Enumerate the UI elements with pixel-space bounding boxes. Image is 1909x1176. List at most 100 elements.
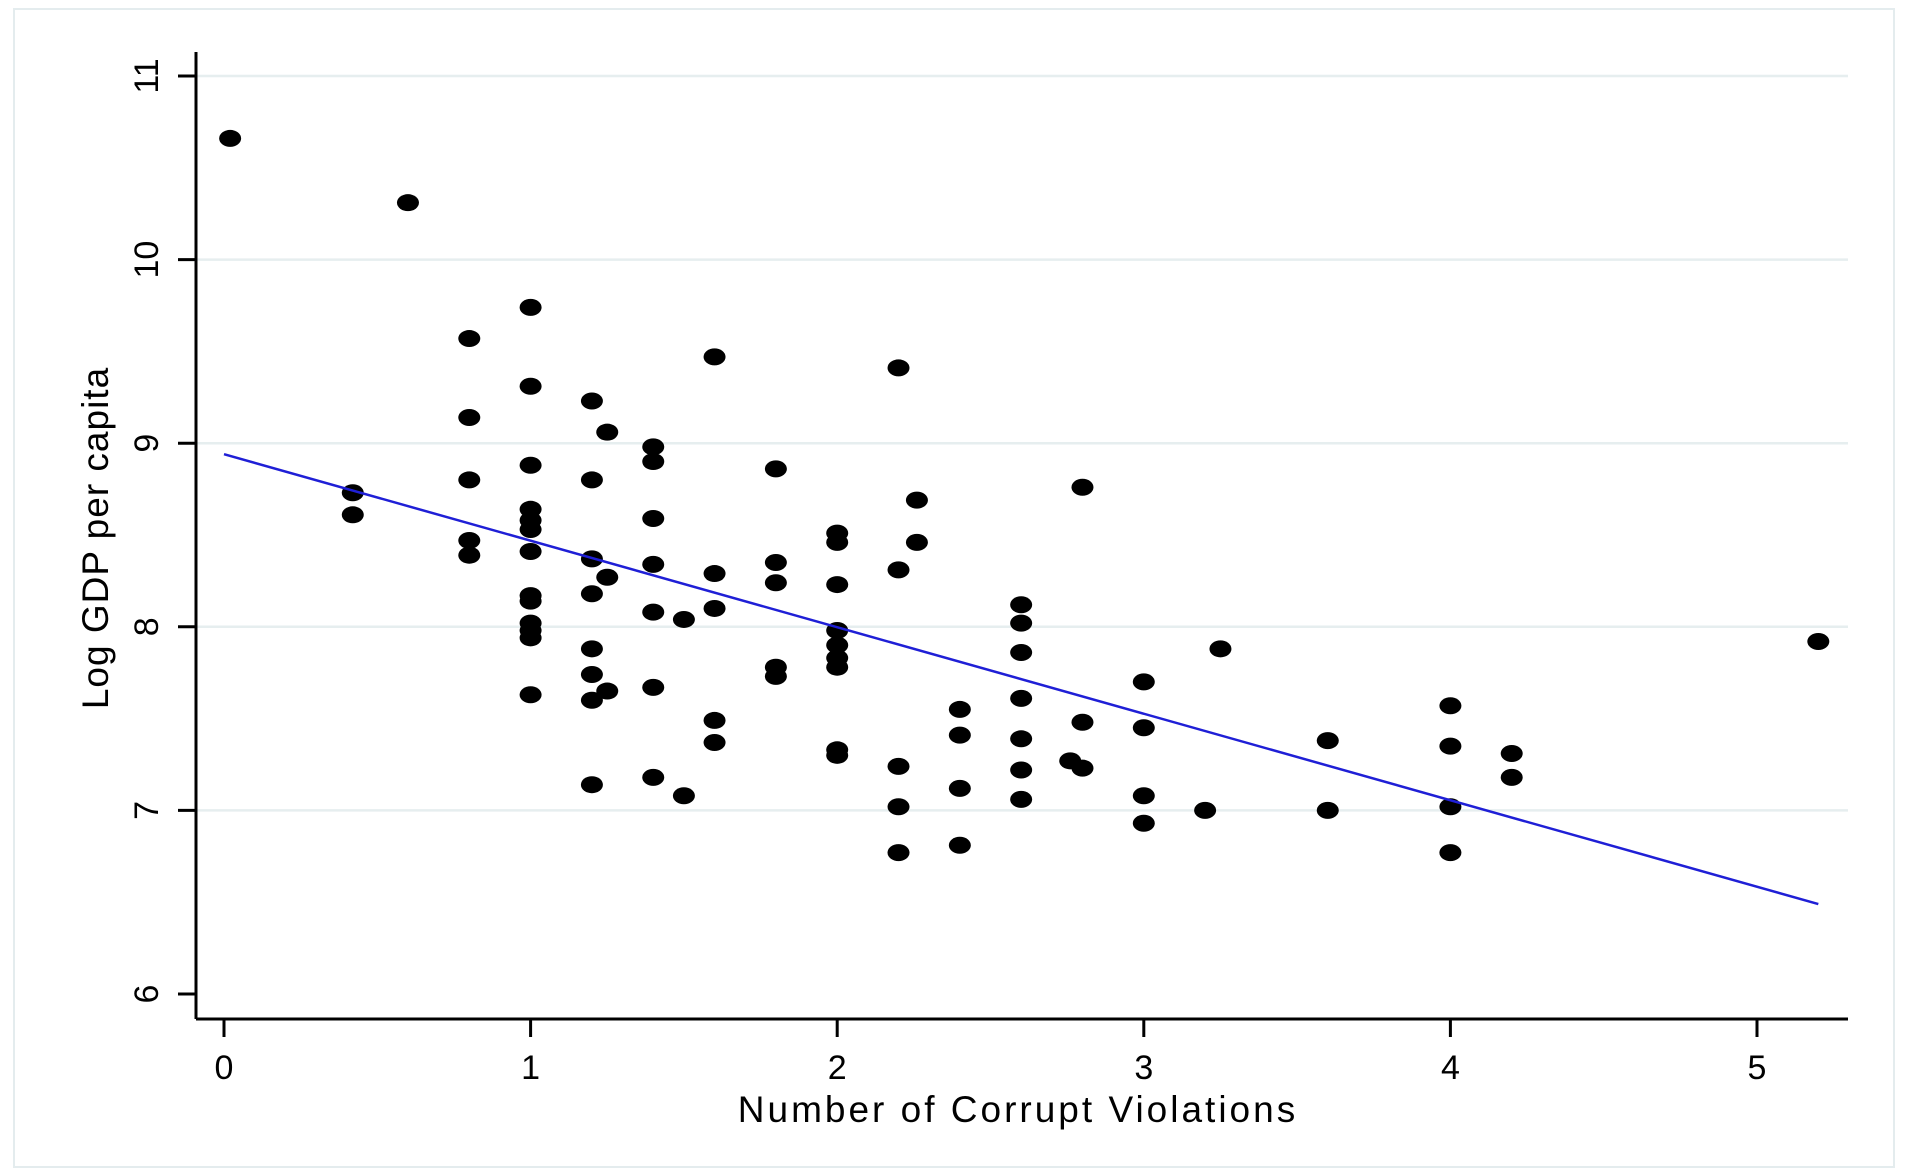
data-point [519, 686, 542, 704]
data-point [1010, 614, 1033, 632]
x-tick-label: 4 [1441, 1049, 1460, 1087]
y-tick-label: 7 [128, 801, 166, 820]
data-point [458, 408, 481, 426]
data-point [887, 844, 910, 862]
data-point [1132, 673, 1155, 691]
data-point [826, 636, 849, 654]
data-point [672, 610, 695, 628]
data-point [826, 533, 849, 551]
data-point [580, 392, 603, 410]
data-point [1500, 744, 1523, 762]
data-point [519, 520, 542, 538]
data-point [1439, 737, 1462, 755]
data-point [764, 667, 787, 685]
data-point [396, 194, 419, 212]
data-point [703, 599, 726, 617]
data-point [826, 746, 849, 764]
data-point [580, 666, 603, 684]
data-point [580, 776, 603, 794]
data-point [642, 453, 665, 471]
data-point [703, 733, 726, 751]
data-point [1807, 632, 1830, 650]
data-point [764, 574, 787, 592]
data-point [764, 460, 787, 478]
data-point [519, 592, 542, 610]
data-point [519, 298, 542, 316]
y-tick-label: 9 [128, 434, 166, 453]
data-point [1010, 644, 1033, 662]
data-point [1316, 732, 1339, 750]
data-point [458, 330, 481, 348]
x-tick-label: 5 [1748, 1049, 1767, 1087]
data-point [948, 779, 971, 797]
x-axis-title: Number of Corrupt Violations [738, 1089, 1298, 1130]
x-tick-label: 3 [1134, 1049, 1153, 1087]
fit-line [223, 453, 1819, 906]
data-point [642, 438, 665, 456]
data-point [580, 585, 603, 603]
data-point [596, 682, 619, 700]
data-point [703, 348, 726, 366]
data-point [1010, 730, 1033, 748]
data-point [519, 377, 542, 395]
data-point [1209, 640, 1232, 658]
x-tick-label: 0 [215, 1049, 234, 1087]
data-point [1439, 844, 1462, 862]
data-point [948, 726, 971, 744]
chart-frame [13, 8, 1895, 1168]
x-tick-label: 1 [521, 1049, 540, 1087]
data-point [519, 456, 542, 474]
data-point [948, 700, 971, 718]
data-point [1194, 801, 1217, 819]
data-point [519, 629, 542, 647]
data-point [458, 546, 481, 564]
data-point [642, 603, 665, 621]
y-axis-title: Log GDP per capita [75, 367, 116, 709]
data-point [596, 568, 619, 586]
data-point [1132, 787, 1155, 805]
data-point [1010, 596, 1033, 614]
data-point [580, 471, 603, 489]
x-tick-label: 2 [828, 1049, 847, 1087]
data-point [905, 533, 928, 551]
ticks: 6 7 8 9 10 11 0 1 2 3 4 5 [128, 58, 1766, 1087]
data-point [1439, 697, 1462, 715]
data-point [1500, 768, 1523, 786]
data-point [580, 691, 603, 709]
data-point [642, 555, 665, 573]
data-point [887, 757, 910, 775]
data-point [948, 836, 971, 854]
data-point [580, 640, 603, 658]
y-tick-label: 11 [128, 58, 166, 93]
data-point [1010, 689, 1033, 707]
data-point [826, 658, 849, 676]
data-point [642, 509, 665, 527]
data-point [905, 491, 928, 509]
data-point [1132, 814, 1155, 832]
data-point [219, 129, 242, 147]
data-point [642, 678, 665, 696]
data-point [703, 711, 726, 729]
data-point [764, 554, 787, 572]
data-point [887, 561, 910, 579]
data-point [341, 506, 364, 524]
data-point [703, 565, 726, 583]
y-tick-label: 8 [128, 617, 166, 636]
data-points [219, 129, 1830, 862]
data-point [642, 768, 665, 786]
data-point [1071, 713, 1094, 731]
data-point [1010, 761, 1033, 779]
data-point [1071, 478, 1094, 496]
axes [194, 52, 1848, 1021]
data-point [458, 532, 481, 550]
y-tick-label: 10 [128, 241, 166, 279]
fit-line-group [223, 453, 1819, 906]
data-point [672, 787, 695, 805]
data-point [1010, 790, 1033, 808]
data-point [519, 543, 542, 561]
data-point [1132, 719, 1155, 737]
data-point [1071, 759, 1094, 777]
data-point [1316, 801, 1339, 819]
data-point [887, 359, 910, 377]
